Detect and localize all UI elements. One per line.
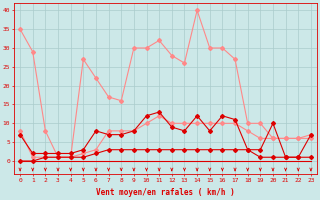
X-axis label: Vent moyen/en rafales ( km/h ): Vent moyen/en rafales ( km/h ) [96, 188, 235, 197]
